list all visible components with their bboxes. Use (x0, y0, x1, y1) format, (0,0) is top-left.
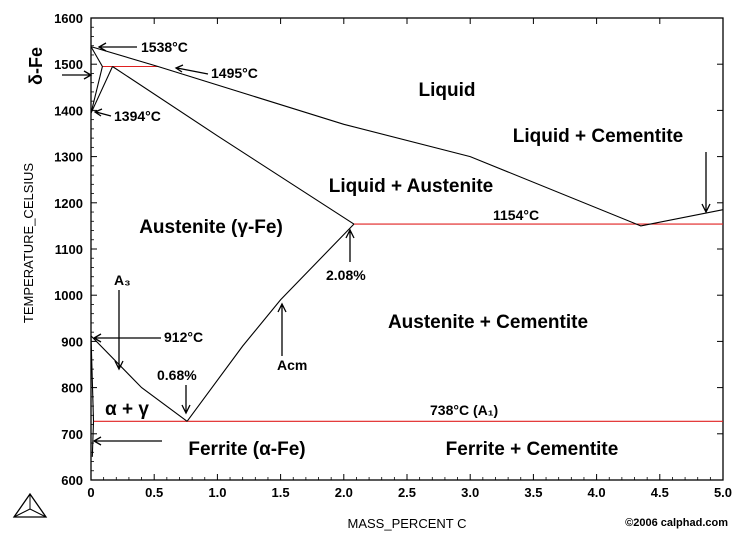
y-tick-label-10: 1600 (54, 11, 83, 26)
curve-delta-lower (90, 66, 103, 114)
x-tick-label-6: 3.0 (461, 485, 479, 500)
phase-boundaries (90, 46, 724, 457)
region-liquid: Liquid (419, 80, 476, 101)
label-1394: 1394°C (114, 108, 161, 124)
calphad-logo (12, 492, 48, 518)
arrow-ferrite (92, 436, 162, 446)
label-1154: 1154°C (493, 207, 539, 223)
arrow-1495 (174, 64, 209, 75)
copyright-credit: ©2006 calphad.com (625, 517, 728, 529)
axis-ticks (90, 17, 724, 481)
x-tick-label-7: 3.5 (524, 485, 542, 500)
arrow-liquid-cementite (701, 152, 711, 214)
y-tick-label-1: 700 (61, 427, 83, 442)
y-tick-label-4: 1000 (54, 288, 83, 303)
arrow-1394 (93, 108, 112, 117)
y-tick-label-0: 600 (61, 473, 83, 488)
curve-austenite-solidus (112, 66, 355, 225)
region-liquid-cementite: Liquid + Cementite (513, 126, 684, 147)
region-liquid-austenite: Liquid + Austenite (329, 176, 494, 197)
x-tick-label-0: 0 (87, 485, 94, 500)
x-axis-title: MASS_PERCENT C (348, 516, 467, 531)
label-acm: Acm (277, 357, 307, 373)
curve-liquidus (90, 46, 724, 227)
arrow-a3 (114, 290, 124, 371)
arrow-208 (345, 228, 355, 262)
x-tick-label-3: 1.5 (272, 485, 290, 500)
arrow-acm (277, 302, 287, 356)
annotation-arrows (62, 42, 711, 446)
x-tick-label-1: 0.5 (145, 485, 163, 500)
y-tick-label-9: 1500 (54, 57, 83, 72)
y-tick-label-5: 1100 (55, 242, 83, 257)
x-tick-label-9: 4.5 (651, 485, 669, 500)
curve-alpha-solvus (90, 335, 95, 422)
label-a3: A₃ (114, 272, 131, 288)
curve-a3 (90, 335, 188, 422)
region-alpha-gamma: α + γ (105, 399, 149, 420)
curve-delta-upper (90, 46, 103, 67)
label-068: 0.68% (157, 367, 197, 383)
label-208: 2.08% (326, 267, 366, 283)
region-austenite-cementite: Austenite + Cementite (388, 312, 588, 333)
arrow-068 (181, 385, 191, 415)
x-tick-label-5: 2.5 (398, 485, 416, 500)
x-tick-label-8: 4.0 (588, 485, 606, 500)
y-tick-label-2: 800 (61, 381, 83, 396)
y-tick-label-3: 900 (61, 334, 83, 349)
curve-solvus-low (91, 421, 95, 457)
curve-delta-gamma (90, 66, 113, 114)
y-tick-label-8: 1400 (54, 103, 83, 118)
region-ferrite: Ferrite (α-Fe) (188, 439, 305, 460)
curve-acm (186, 223, 355, 422)
y-axis-title: TEMPERATURE_CELSIUS (21, 163, 36, 323)
y-tick-label-7: 1300 (54, 150, 83, 165)
x-tick-label-10: 5.0 (714, 485, 732, 500)
y-tick-labels: 600 700 800 900 1000 1100 1200 1300 1400 1500 1600 (54, 11, 83, 488)
isotherms (93, 65, 723, 422)
label-1538: 1538°C (141, 39, 188, 55)
arrow-912 (92, 333, 161, 343)
region-ferrite-cementite: Ferrite + Cementite (446, 439, 619, 460)
label-912: 912°C (164, 329, 203, 345)
arrow-delta-fe (62, 70, 93, 80)
label-738: 738°C (A₁) (430, 402, 498, 418)
x-tick-label-2: 1.0 (208, 485, 226, 500)
label-1495: 1495°C (211, 65, 258, 81)
y-tick-label-6: 1200 (54, 196, 83, 211)
x-tick-labels: 0 0.5 1.0 1.5 2.0 2.5 3.0 3.5 4.0 4.5 5.0 (87, 485, 732, 500)
x-tick-label-4: 2.0 (335, 485, 353, 500)
arrow-1538 (97, 42, 137, 52)
delta-fe-label: δ-Fe (26, 47, 46, 85)
region-austenite: Austenite (γ-Fe) (139, 217, 283, 238)
